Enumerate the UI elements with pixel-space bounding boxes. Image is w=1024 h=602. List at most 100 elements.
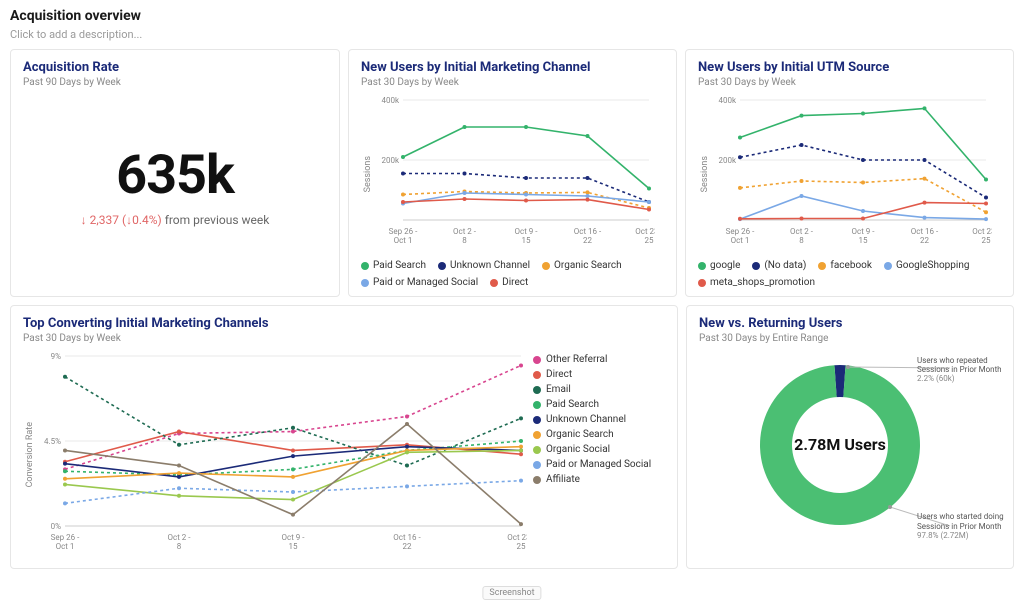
legend-item[interactable]: Unknown Channel	[533, 414, 651, 425]
svg-text:Oct 23 -25: Oct 23 -25	[507, 533, 527, 551]
legend-swatch-icon	[533, 386, 541, 394]
legend-swatch-icon	[698, 262, 706, 270]
legend-item[interactable]: Direct	[533, 369, 651, 380]
legend-item[interactable]: Paid Search	[533, 399, 651, 410]
delta-pct: 0.4%	[132, 213, 157, 227]
legend-swatch-icon	[533, 431, 541, 439]
legend-item[interactable]: (No data)	[752, 260, 806, 271]
metric-delta: ↓ 2,337 (↓0.4%) from previous week	[23, 213, 327, 227]
legend-item[interactable]: Organic Social	[533, 444, 651, 455]
delta-suffix: from previous week	[165, 213, 270, 227]
page-title: Acquisition overview	[10, 8, 1014, 24]
line-chart: 200k400kSep 26 -Oct 1Oct 2 -8Oct 9 -15Oc…	[375, 94, 664, 254]
legend-item[interactable]: Affiliate	[533, 474, 651, 485]
delta-pct-close: )	[158, 213, 165, 227]
legend-swatch-icon	[698, 279, 706, 287]
legend-swatch-icon	[533, 476, 541, 484]
svg-text:Sep 26 -Oct 1: Sep 26 -Oct 1	[389, 227, 418, 245]
legend-item[interactable]: Direct	[490, 277, 528, 288]
legend-label: Paid or Managed Social	[373, 277, 478, 288]
card-new-users-utm[interactable]: New Users by Initial UTM Source Past 30 …	[685, 49, 1014, 297]
line-chart: 0%4.5%9%Sep 26 -Oct 1Oct 2 -8Oct 9 -15Oc…	[37, 350, 527, 560]
legend-item[interactable]: GoogleShopping	[884, 260, 970, 271]
svg-text:400k: 400k	[718, 96, 736, 105]
legend: Other Referral Direct Email Paid Search Unkn…	[527, 350, 651, 560]
legend-item[interactable]: Other Referral	[533, 354, 651, 365]
legend-item[interactable]: Unknown Channel	[438, 260, 530, 271]
legend-item[interactable]: Paid or Managed Social	[533, 459, 651, 470]
svg-text:2.78M Users: 2.78M Users	[794, 435, 886, 454]
svg-text:Oct 9 -15: Oct 9 -15	[282, 533, 306, 551]
legend-item[interactable]: Organic Search	[542, 260, 622, 271]
legend: google (No data) facebook GoogleShopping met…	[698, 260, 1001, 288]
svg-text:9%: 9%	[51, 352, 61, 361]
legend-swatch-icon	[542, 262, 550, 270]
legend-label: Other Referral	[546, 354, 607, 365]
card-title: Acquisition Rate	[23, 60, 327, 75]
legend-swatch-icon	[533, 446, 541, 454]
svg-text:Oct 16 -22: Oct 16 -22	[393, 533, 421, 551]
svg-text:Oct 2 -8: Oct 2 -8	[790, 227, 814, 245]
card-title: New Users by Initial UTM Source	[698, 60, 1001, 75]
row-2: Top Converting Initial Marketing Channel…	[10, 305, 1014, 569]
card-new-users-channel[interactable]: New Users by Initial Marketing Channel P…	[348, 49, 677, 297]
legend-label: GoogleShopping	[896, 260, 970, 271]
legend: Paid Search Unknown Channel Organic Search…	[361, 260, 664, 288]
legend-swatch-icon	[533, 356, 541, 364]
legend-item[interactable]: Email	[533, 384, 651, 395]
legend-label: Organic Social	[546, 444, 610, 455]
svg-text:Oct 9 -15: Oct 9 -15	[515, 227, 539, 245]
legend-label: (No data)	[764, 260, 806, 271]
legend-swatch-icon	[490, 279, 498, 287]
legend-label: Unknown Channel	[546, 414, 626, 425]
legend-label: Affiliate	[546, 474, 580, 485]
card-title: New vs. Returning Users	[699, 316, 1001, 331]
legend-swatch-icon	[533, 416, 541, 424]
legend-item[interactable]: Paid Search	[361, 260, 426, 271]
legend-item[interactable]: Paid or Managed Social	[361, 277, 478, 288]
legend-label: facebook	[830, 260, 872, 271]
row-1: Acquisition Rate Past 90 Days by Week 63…	[10, 49, 1014, 297]
legend-item[interactable]: meta_shops_promotion	[698, 277, 815, 288]
y-axis-label: Conversion Rate	[23, 422, 37, 487]
legend-label: google	[710, 260, 740, 271]
legend-label: Organic Search	[546, 429, 614, 440]
card-title: New Users by Initial Marketing Channel	[361, 60, 664, 75]
legend-label: Paid or Managed Social	[546, 459, 651, 470]
legend-swatch-icon	[752, 262, 760, 270]
legend-item[interactable]: google	[698, 260, 740, 271]
svg-text:Oct 16 -22: Oct 16 -22	[911, 227, 939, 245]
legend-swatch-icon	[533, 461, 541, 469]
card-subtitle: Past 90 Days by Week	[23, 77, 327, 88]
svg-text:Oct 2 -8: Oct 2 -8	[168, 533, 192, 551]
screenshot-badge: Screenshot	[482, 586, 541, 600]
legend-label: Direct	[502, 277, 528, 288]
svg-text:200k: 200k	[718, 156, 736, 165]
card-top-converting[interactable]: Top Converting Initial Marketing Channel…	[10, 305, 678, 569]
card-title: Top Converting Initial Marketing Channel…	[23, 316, 665, 331]
legend-item[interactable]: facebook	[818, 260, 872, 271]
card-subtitle: Past 30 Days by Week	[23, 333, 665, 344]
svg-text:Oct 9 -15: Oct 9 -15	[852, 227, 876, 245]
page-description-placeholder[interactable]: Click to add a description...	[10, 28, 1014, 41]
svg-text:Oct 23 -25: Oct 23 -25	[972, 227, 992, 245]
legend-label: meta_shops_promotion	[710, 277, 815, 288]
legend-label: Organic Search	[554, 260, 622, 271]
big-metric: 635k ↓ 2,337 (↓0.4%) from previous week	[23, 144, 327, 227]
donut-annotation-returning: Users who repeated Sessions in Prior Mon…	[917, 356, 1005, 384]
card-subtitle: Past 30 Days by Week	[698, 77, 1001, 88]
svg-text:Sep 26 -Oct 1: Sep 26 -Oct 1	[726, 227, 755, 245]
svg-text:Oct 23 -25: Oct 23 -25	[635, 227, 655, 245]
svg-text:4.5%: 4.5%	[44, 437, 61, 446]
legend-item[interactable]: Organic Search	[533, 429, 651, 440]
card-new-vs-returning[interactable]: New vs. Returning Users Past 30 Days by …	[686, 305, 1014, 569]
metric-value: 635k	[23, 144, 327, 207]
legend-label: Paid Search	[546, 399, 599, 410]
legend-label: Direct	[546, 369, 572, 380]
legend-label: Email	[546, 384, 571, 395]
card-subtitle: Past 30 Days by Entire Range	[699, 333, 1001, 344]
svg-text:0%: 0%	[51, 522, 61, 531]
card-acquisition-rate[interactable]: Acquisition Rate Past 90 Days by Week 63…	[10, 49, 340, 297]
svg-text:400k: 400k	[381, 96, 399, 105]
donut-annotation-new: Users who started doing Sessions in Prio…	[917, 512, 1005, 540]
